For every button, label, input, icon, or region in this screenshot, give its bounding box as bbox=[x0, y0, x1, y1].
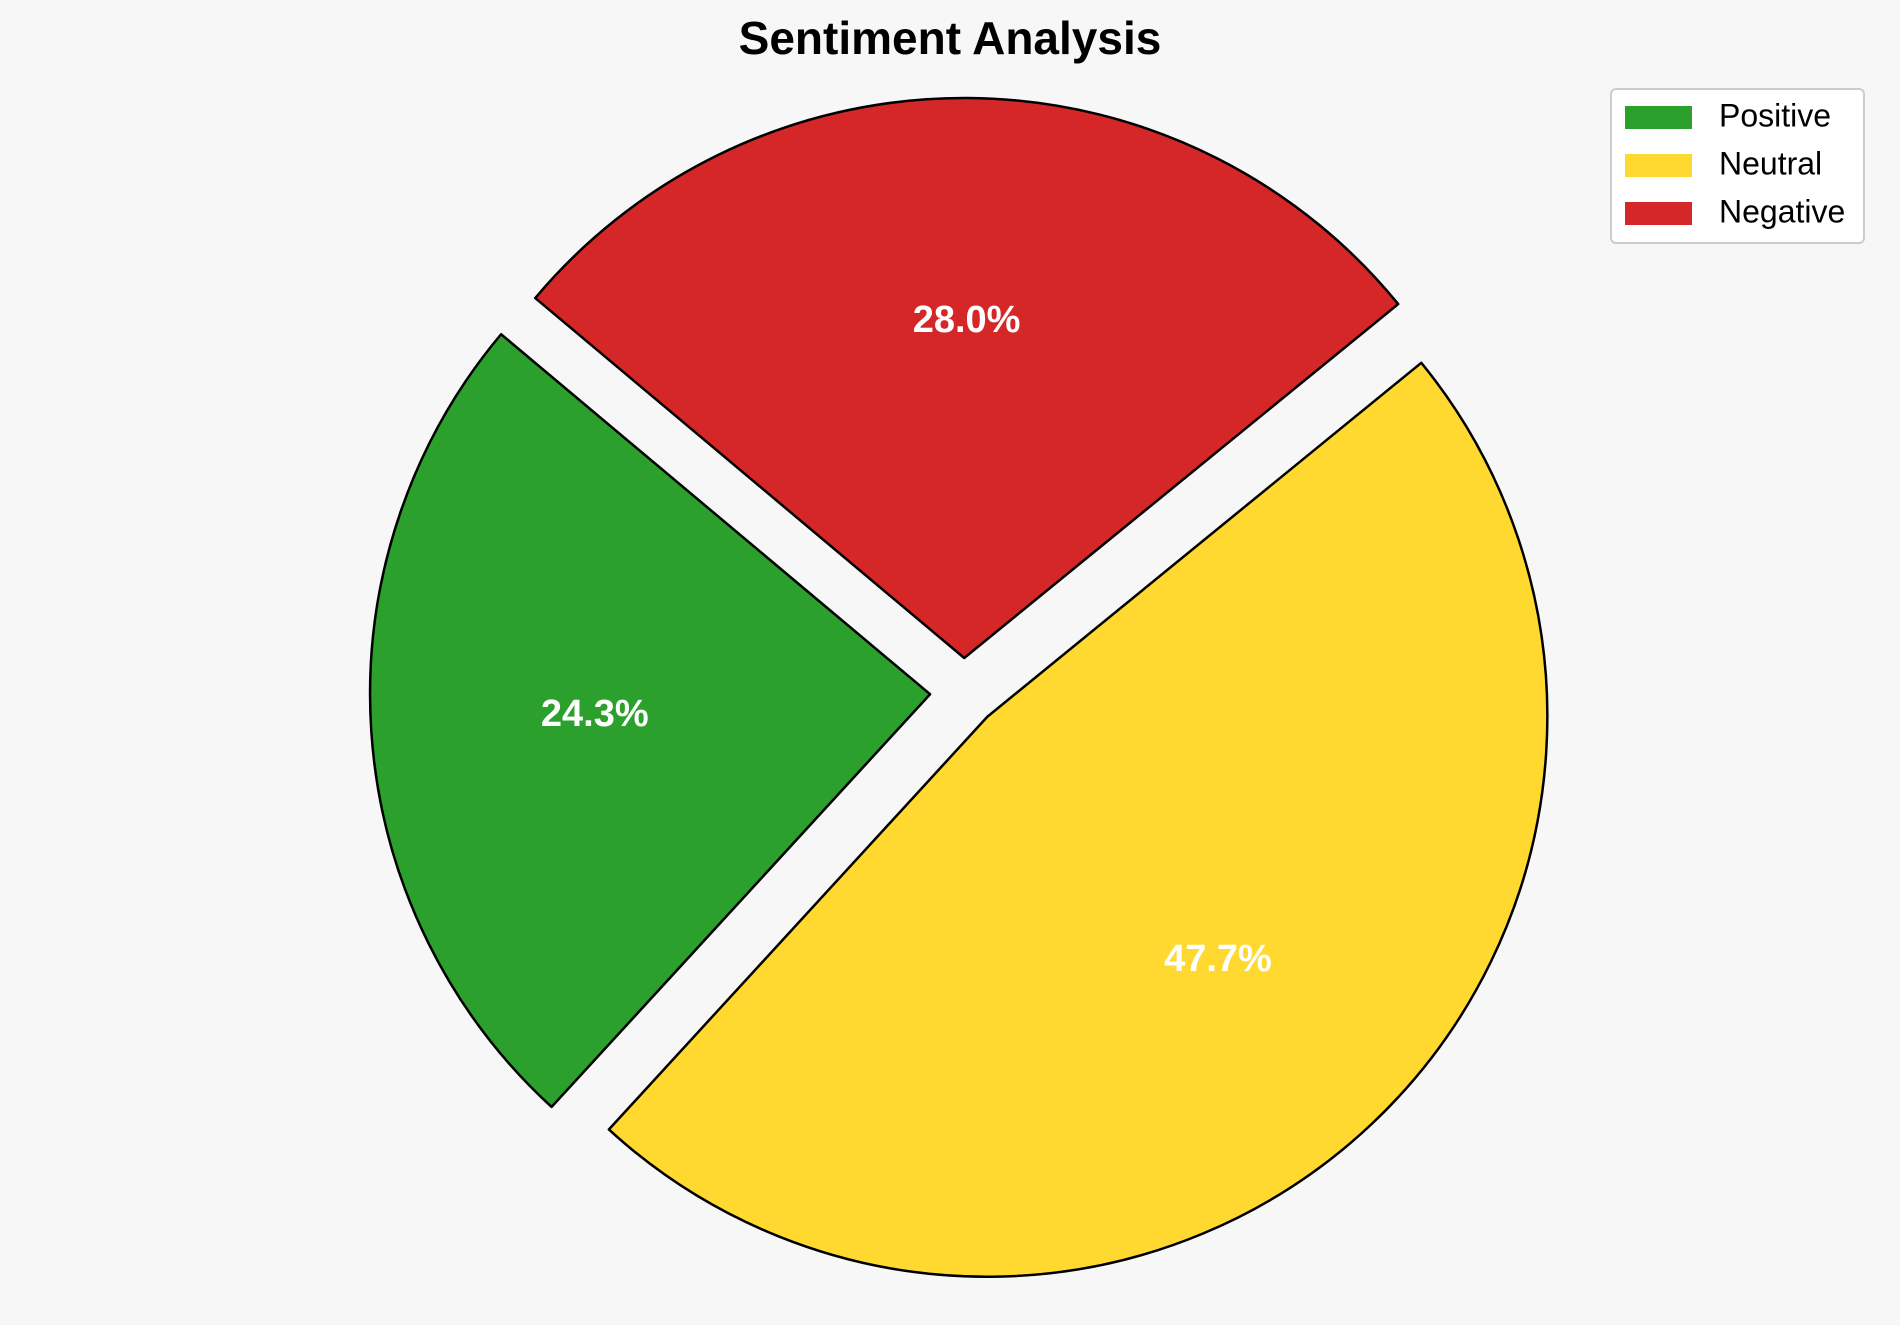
legend-label-positive: Positive bbox=[1719, 97, 1831, 133]
legend-label-neutral: Neutral bbox=[1719, 145, 1822, 181]
pie-percent-labels: 24.3% 47.7% 28.0% bbox=[541, 299, 1272, 980]
pie-slice-neutral bbox=[607, 361, 1549, 1278]
chart-title: Sentiment Analysis bbox=[739, 12, 1162, 64]
pie-label-neutral: 47.7% bbox=[1164, 938, 1272, 980]
legend: Positive Neutral Negative bbox=[1610, 88, 1865, 244]
legend-swatch-positive bbox=[1625, 106, 1692, 129]
pie-slices bbox=[368, 96, 1549, 1278]
legend-swatch-neutral bbox=[1625, 154, 1692, 177]
pie-label-positive: 24.3% bbox=[541, 693, 649, 735]
pie-slice-negative bbox=[534, 96, 1400, 660]
pie-label-negative: 28.0% bbox=[913, 299, 1021, 341]
legend-entries: Positive Neutral Negative bbox=[1625, 97, 1845, 229]
legend-label-negative: Negative bbox=[1719, 193, 1845, 229]
pie-slice-positive bbox=[368, 333, 932, 1109]
legend-swatch-negative bbox=[1625, 202, 1692, 225]
